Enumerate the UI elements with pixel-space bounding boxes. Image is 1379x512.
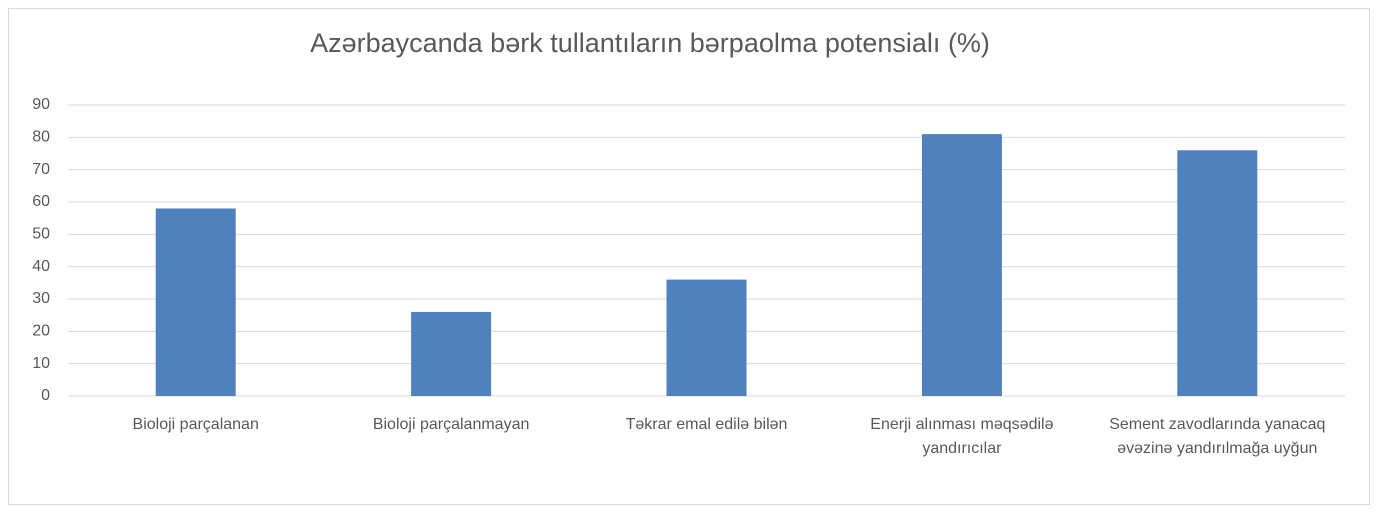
y-tick-label: 40 bbox=[32, 258, 50, 275]
x-tick-label: Enerji alınması məqsədilə yandırıcılar bbox=[870, 416, 1054, 457]
chart-title: Azərbaycanda bərk tullantıların bərpaolm… bbox=[310, 28, 990, 58]
x-tick-label: Bioloji parçalanan bbox=[132, 416, 259, 433]
y-tick-label: 50 bbox=[32, 226, 50, 243]
bar bbox=[411, 311, 492, 396]
y-tick-label: 70 bbox=[32, 161, 50, 178]
x-tick-label: Bioloji parçalanmayan bbox=[372, 416, 530, 433]
y-tick-label: 90 bbox=[32, 96, 50, 113]
x-tick-label: Təkrar emal edilə bilən bbox=[625, 416, 788, 433]
y-tick-label: 60 bbox=[32, 193, 50, 210]
y-tick-label: 30 bbox=[32, 290, 50, 307]
bar bbox=[1177, 150, 1258, 396]
y-tick-label: 0 bbox=[41, 387, 50, 404]
x-tick-label: Sement zavodlarında yanacaq əvəzinə yand… bbox=[1109, 416, 1326, 457]
bar bbox=[666, 279, 747, 396]
y-tick-label: 20 bbox=[32, 323, 50, 340]
y-tick-label: 10 bbox=[32, 355, 50, 372]
bar bbox=[921, 134, 1002, 396]
bar bbox=[155, 208, 236, 396]
y-tick-label: 80 bbox=[32, 129, 50, 146]
